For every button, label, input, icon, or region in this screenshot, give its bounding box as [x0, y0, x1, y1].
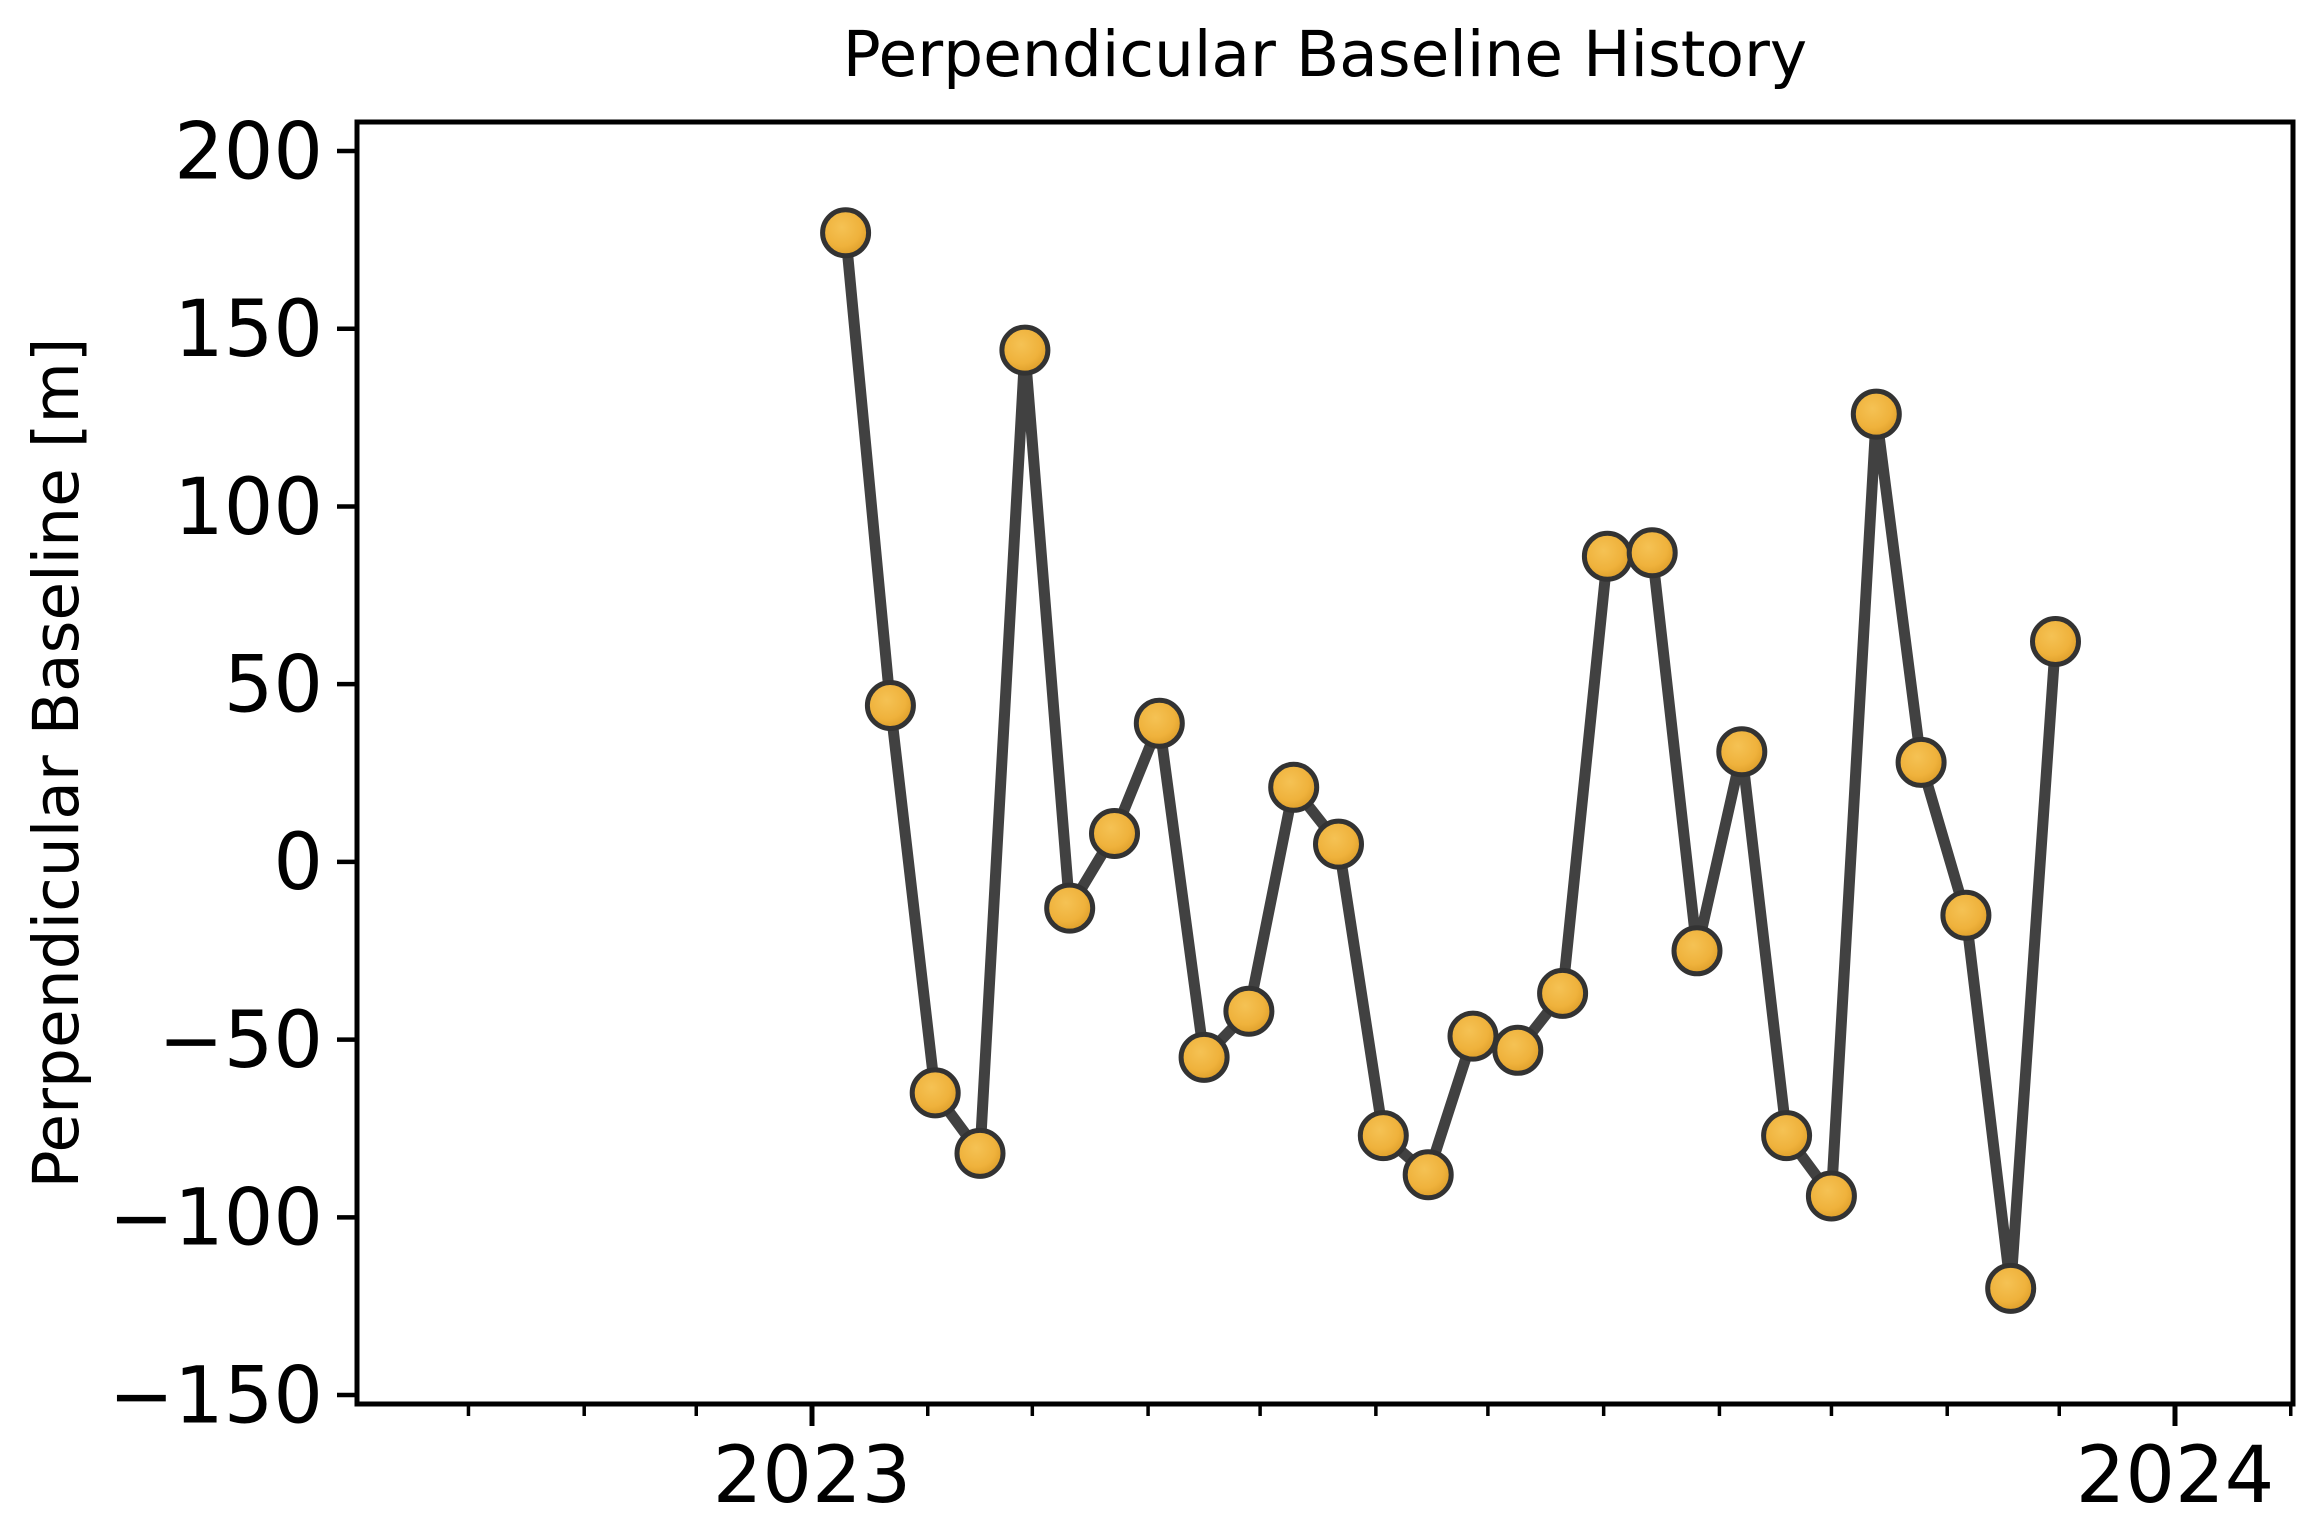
- data-point: [999, 324, 1051, 376]
- y-tick-label: 0: [273, 818, 323, 908]
- data-point: [1985, 1262, 2037, 1314]
- data-point: [1223, 985, 1275, 1037]
- data-point: [1402, 1149, 1454, 1201]
- y-tick-label: −50: [158, 996, 323, 1086]
- data-point: [1357, 1110, 1409, 1162]
- data-point: [864, 680, 916, 731]
- data-point: [1313, 818, 1364, 870]
- data-point: [1850, 388, 1902, 440]
- data-point: [1716, 726, 1768, 778]
- data-point: [1447, 1010, 1499, 1062]
- y-tick-label: −150: [109, 1351, 323, 1441]
- data-point: [1805, 1170, 1857, 1222]
- data-point: [1626, 527, 1678, 579]
- data-point: [909, 1067, 961, 1119]
- data-point: [1671, 925, 1723, 977]
- data-point: [1044, 882, 1096, 934]
- data-point: [1133, 697, 1185, 749]
- x-tick-label: 2024: [2076, 1431, 2275, 1521]
- x-tick-label: 2023: [713, 1431, 912, 1521]
- data-point: [1895, 736, 1947, 788]
- data-point: [1089, 808, 1140, 859]
- data-point: [1492, 1024, 1544, 1076]
- data-point: [820, 207, 872, 259]
- data-point: [1581, 530, 1633, 582]
- data-line: [840, 227, 2061, 1294]
- data-point: [1537, 967, 1589, 1019]
- y-axis-label: Perpendicular Baseline [m]: [20, 338, 93, 1189]
- plot-border: [354, 119, 2296, 1407]
- data-point: [1178, 1031, 1230, 1083]
- y-tick-label: 200: [174, 107, 323, 197]
- data-point: [1940, 889, 1992, 941]
- y-tick-label: 50: [224, 640, 323, 730]
- y-tick-label: 150: [174, 285, 323, 375]
- data-point: [2030, 616, 2081, 667]
- y-tick-label: −100: [109, 1174, 323, 1264]
- data-point: [1761, 1110, 1813, 1162]
- chart-title: Perpendicular Baseline History: [843, 18, 1807, 91]
- y-tick-label: 100: [174, 463, 323, 553]
- data-point: [1268, 761, 1320, 813]
- data-point: [954, 1127, 1006, 1179]
